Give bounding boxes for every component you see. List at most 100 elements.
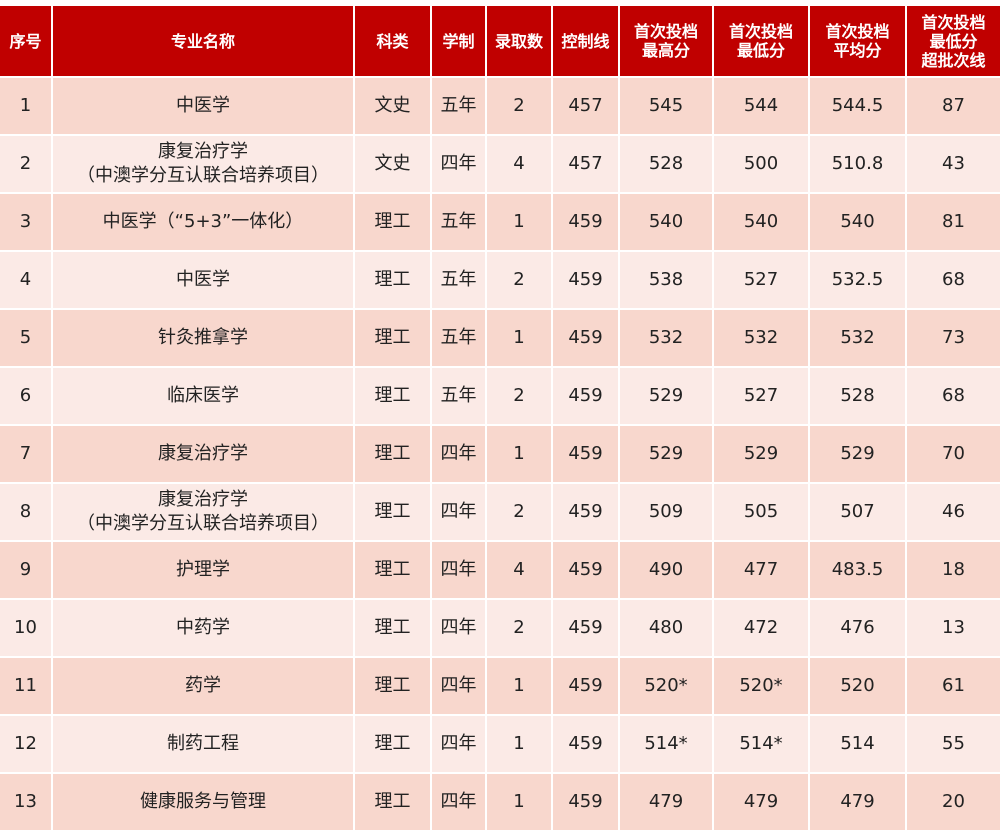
table-row: 4 中医学 理工 五年 2 459 538 527 532.5 68 <box>0 252 1000 308</box>
table-cell: 四年 <box>432 542 485 598</box>
table-cell: 520 <box>810 658 905 714</box>
column-header: 序号 <box>0 6 51 76</box>
table-cell: 五年 <box>432 310 485 366</box>
table-cell: 544 <box>714 78 808 134</box>
table-cell: 1 <box>487 716 551 772</box>
table-cell: 理工 <box>355 368 430 424</box>
table-cell: 理工 <box>355 774 430 830</box>
table-cell: 1 <box>487 426 551 482</box>
table-cell: 520* <box>714 658 808 714</box>
table-cell: 68 <box>907 252 1000 308</box>
table-cell: 5 <box>0 310 51 366</box>
table-cell: 理工 <box>355 600 430 656</box>
table-row: 1 中医学 文史 五年 2 457 545 544 544.5 87 <box>0 78 1000 134</box>
table-cell: 4 <box>487 542 551 598</box>
column-header: 学制 <box>432 6 485 76</box>
table-cell: 457 <box>553 136 618 192</box>
table-cell: 520* <box>620 658 712 714</box>
table-cell: 532 <box>714 310 808 366</box>
table-cell: 理工 <box>355 194 430 250</box>
table-cell: 五年 <box>432 194 485 250</box>
table-cell: 理工 <box>355 426 430 482</box>
table-cell: 理工 <box>355 252 430 308</box>
table-cell: 459 <box>553 600 618 656</box>
table-cell: 2 <box>487 600 551 656</box>
table-cell: 理工 <box>355 310 430 366</box>
table-cell: 483.5 <box>810 542 905 598</box>
table-cell: 532.5 <box>810 252 905 308</box>
table-cell: 中医学 <box>53 252 353 308</box>
table-cell: 健康服务与管理 <box>53 774 353 830</box>
table-cell: 四年 <box>432 426 485 482</box>
table-cell: 529 <box>714 426 808 482</box>
table-row: 3 中医学（“5+3”一体化） 理工 五年 1 459 540 540 540 81 <box>0 194 1000 250</box>
table-cell: 73 <box>907 310 1000 366</box>
header-row: 序号 专业名称 科类 学制 录取数 控制线 首次投档 最高分 首次投档 最低分 首次投档 平均分… <box>0 6 1000 76</box>
table-cell: 康复治疗学 （中澳学分互认联合培养项目） <box>53 136 353 192</box>
table-cell: 532 <box>810 310 905 366</box>
table-row: 8 康复治疗学 （中澳学分互认联合培养项目） 理工 四年 2 459 509 505 507 46 <box>0 484 1000 540</box>
table-cell: 514* <box>714 716 808 772</box>
column-header: 控制线 <box>553 6 618 76</box>
column-header: 首次投档 最高分 <box>620 6 712 76</box>
table-cell: 四年 <box>432 658 485 714</box>
table-cell: 545 <box>620 78 712 134</box>
table-cell: 528 <box>810 368 905 424</box>
table-cell: 制药工程 <box>53 716 353 772</box>
table-cell: 理工 <box>355 658 430 714</box>
table-cell: 2 <box>487 78 551 134</box>
table-cell: 四年 <box>432 484 485 540</box>
column-header: 录取数 <box>487 6 551 76</box>
table-cell: 1 <box>487 774 551 830</box>
table-cell: 四年 <box>432 716 485 772</box>
table-cell: 510.8 <box>810 136 905 192</box>
table-cell: 459 <box>553 484 618 540</box>
table-cell: 457 <box>553 78 618 134</box>
table-cell: 459 <box>553 542 618 598</box>
table-cell: 544.5 <box>810 78 905 134</box>
table-cell: 1 <box>487 194 551 250</box>
table-cell: 538 <box>620 252 712 308</box>
table-cell: 2 <box>487 368 551 424</box>
table-cell: 8 <box>0 484 51 540</box>
table-cell: 476 <box>810 600 905 656</box>
table-cell: 针灸推拿学 <box>53 310 353 366</box>
table-row: 11 药学 理工 四年 1 459 520* 520* 520 61 <box>0 658 1000 714</box>
table-cell: 6 <box>0 368 51 424</box>
table-cell: 70 <box>907 426 1000 482</box>
table-cell: 理工 <box>355 716 430 772</box>
table-cell: 4 <box>0 252 51 308</box>
table-cell: 五年 <box>432 368 485 424</box>
table-cell: 4 <box>487 136 551 192</box>
table-cell: 459 <box>553 774 618 830</box>
table-cell: 87 <box>907 78 1000 134</box>
table-cell: 527 <box>714 252 808 308</box>
table-cell: 459 <box>553 658 618 714</box>
table-cell: 1 <box>487 658 551 714</box>
table-cell: 1 <box>0 78 51 134</box>
table-cell: 479 <box>714 774 808 830</box>
table-cell: 20 <box>907 774 1000 830</box>
table-row: 9 护理学 理工 四年 4 459 490 477 483.5 18 <box>0 542 1000 598</box>
table-cell: 康复治疗学 <box>53 426 353 482</box>
table-cell: 10 <box>0 600 51 656</box>
table-cell: 81 <box>907 194 1000 250</box>
table-cell: 505 <box>714 484 808 540</box>
table-cell: 68 <box>907 368 1000 424</box>
table-cell: 7 <box>0 426 51 482</box>
table-cell: 18 <box>907 542 1000 598</box>
table-cell: 472 <box>714 600 808 656</box>
table-cell: 529 <box>620 426 712 482</box>
table-cell: 459 <box>553 716 618 772</box>
table-cell: 2 <box>487 484 551 540</box>
table-cell: 479 <box>810 774 905 830</box>
table-cell: 理工 <box>355 542 430 598</box>
table-cell: 药学 <box>53 658 353 714</box>
table-cell: 500 <box>714 136 808 192</box>
table-cell: 514* <box>620 716 712 772</box>
table-cell: 四年 <box>432 600 485 656</box>
table-cell: 1 <box>487 310 551 366</box>
table-row: 10 中药学 理工 四年 2 459 480 472 476 13 <box>0 600 1000 656</box>
table-cell: 514 <box>810 716 905 772</box>
table-cell: 中医学 <box>53 78 353 134</box>
